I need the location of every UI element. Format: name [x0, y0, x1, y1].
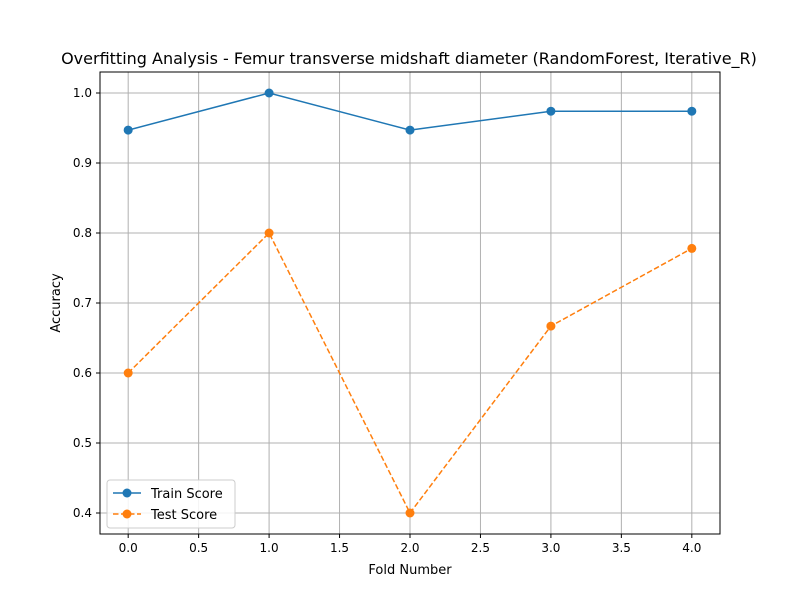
train-score-point [687, 106, 697, 116]
legend-label: Test Score [150, 508, 217, 523]
test-score-point [405, 508, 415, 518]
legend-marker [122, 509, 132, 519]
test-score-point [546, 321, 556, 331]
test-score-point [123, 368, 133, 378]
y-tick-label: 0.9 [73, 156, 92, 170]
train-score-point [123, 125, 133, 135]
y-axis-label: Accuracy [49, 273, 64, 333]
series-group [123, 88, 697, 518]
x-tick-label: 3.0 [541, 541, 560, 555]
x-tick-label: 1.5 [330, 541, 349, 555]
x-tick-label: 3.5 [612, 541, 631, 555]
y-tick-label: 0.8 [73, 226, 92, 240]
x-tick-label: 0.0 [119, 541, 138, 555]
legend-box [106, 479, 236, 529]
axis-ticks: 0.0 0.5 1.0 1.5 2.0 2.5 3.0 3.5 4.0 0.4 0.5 0.6 0.7 0… [73, 86, 701, 555]
x-axis-label: Fold Number [368, 563, 452, 578]
train-score-point [405, 125, 415, 135]
legend-label: Train Score [150, 487, 223, 502]
y-tick-label: 1.0 [73, 86, 92, 100]
y-tick-label: 0.7 [73, 296, 92, 310]
legend-marker [122, 488, 132, 498]
x-tick-label: 1.0 [260, 541, 279, 555]
x-tick-label: 4.0 [682, 541, 701, 555]
chart-title: Overfitting Analysis - Femur transverse … [61, 49, 757, 69]
x-tick-label: 2.0 [400, 541, 419, 555]
legend: Train Score Test Score [106, 479, 236, 529]
y-tick-label: 0.5 [73, 436, 92, 450]
x-tick-label: 0.5 [189, 541, 208, 555]
y-tick-label: 0.4 [73, 506, 92, 520]
train-score-point [546, 106, 556, 116]
train-score-point [264, 88, 274, 98]
y-tick-label: 0.6 [73, 366, 92, 380]
test-score-point [264, 228, 274, 238]
test-score-point [687, 243, 697, 253]
x-tick-label: 2.5 [471, 541, 490, 555]
